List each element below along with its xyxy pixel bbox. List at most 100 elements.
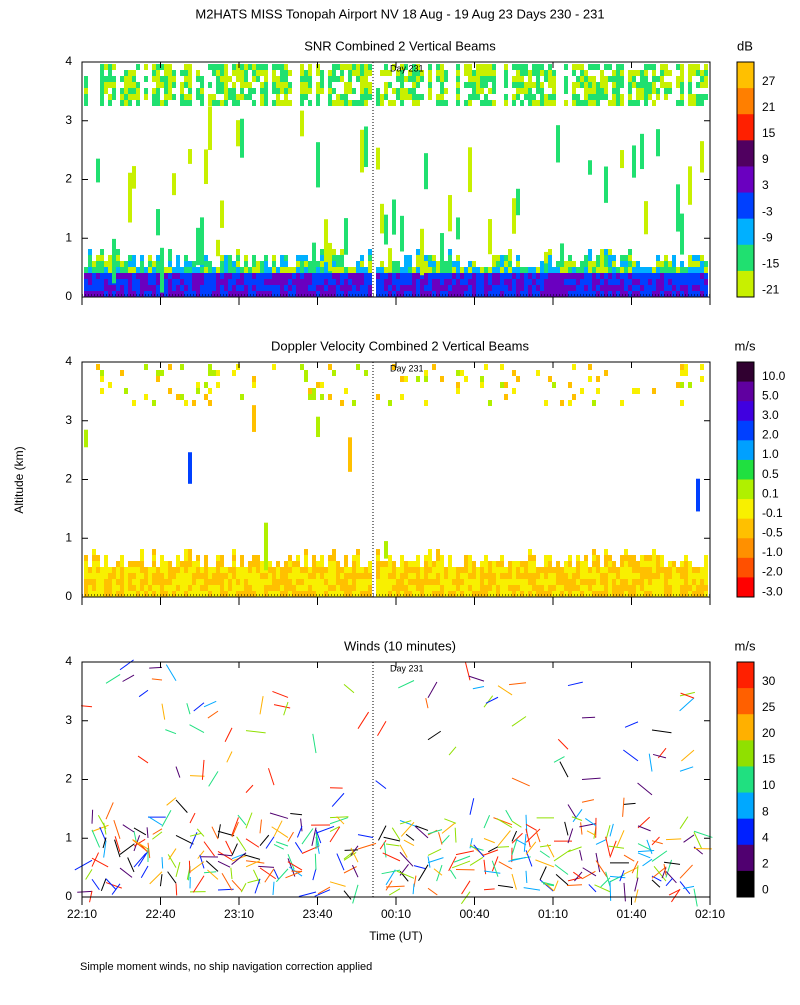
- field-cell: [592, 555, 596, 561]
- field-cell: [360, 585, 364, 591]
- field-cell: [220, 88, 224, 94]
- field-cell: [688, 88, 692, 94]
- wind-barb: [92, 810, 93, 824]
- field-cell: [652, 573, 656, 579]
- wind-barb: [160, 874, 162, 886]
- field-cell: [228, 255, 232, 261]
- field-cell: [284, 285, 288, 291]
- field-cell: [420, 573, 424, 579]
- field-cell: [576, 279, 580, 285]
- colorbar-label: 30: [762, 674, 776, 688]
- panel-title: SNR Combined 2 Vertical Beams: [304, 38, 496, 53]
- colorbar-swatch: [737, 460, 754, 480]
- field-cell: [304, 255, 308, 261]
- field-cell: [588, 100, 592, 106]
- field-cell: [164, 579, 168, 585]
- colorbar-swatch: [737, 382, 754, 402]
- field-cell: [140, 567, 144, 573]
- field-cell: [324, 591, 328, 597]
- field-cell: [252, 267, 256, 273]
- field-cell: [608, 255, 612, 261]
- field-cell: [304, 567, 308, 573]
- field-cell: [604, 561, 608, 567]
- field-cell: [688, 70, 692, 76]
- field-cell: [292, 279, 296, 285]
- field-cell: [220, 70, 224, 76]
- field-cell: [456, 261, 460, 267]
- field-cell: [212, 64, 216, 70]
- field-cell: [412, 567, 416, 573]
- field-cell: [424, 400, 428, 406]
- field-cell: [316, 261, 320, 267]
- field-cell: [604, 291, 608, 297]
- field-cell: [468, 561, 472, 567]
- field-cell: [440, 279, 444, 285]
- wind-barb: [666, 878, 673, 886]
- wind-barb: [694, 832, 702, 848]
- field-cell: [584, 561, 588, 567]
- field-cell: [108, 567, 112, 573]
- field-cell: [440, 555, 444, 561]
- field-cell: [532, 64, 536, 70]
- field-cell: [560, 279, 564, 285]
- field-cell: [668, 291, 672, 297]
- field-cell: [464, 591, 468, 597]
- field-cell: [564, 261, 568, 267]
- field-cell: [244, 255, 248, 261]
- field-cell: [704, 567, 708, 573]
- field-cell: [148, 573, 152, 579]
- field-cell: [660, 567, 664, 573]
- field-cell: [260, 82, 264, 88]
- field-cell: [252, 100, 256, 106]
- field-cell: [200, 579, 204, 585]
- field-cell: [272, 70, 276, 76]
- field-cell: [128, 591, 132, 597]
- field-cell: [224, 279, 228, 285]
- field-cell: [588, 585, 592, 591]
- field-cell: [504, 285, 508, 291]
- field-cell: [308, 585, 312, 591]
- field-cell: [216, 591, 220, 597]
- field-cell: [628, 291, 632, 297]
- field-cell: [320, 70, 324, 76]
- field-cell: [212, 100, 216, 106]
- field-cell: [260, 591, 264, 597]
- field-cell: [284, 591, 288, 597]
- field-cell: [224, 100, 228, 106]
- field-cell: [432, 364, 436, 370]
- field-cell: [612, 88, 616, 94]
- field-cell: [344, 88, 348, 94]
- field-cell: [524, 573, 528, 579]
- field-cell: [284, 88, 288, 94]
- field-cell: [100, 267, 104, 273]
- field-cell: [208, 106, 212, 150]
- field-cell: [632, 567, 636, 573]
- wind-barb: [190, 725, 204, 733]
- field-cell: [460, 370, 464, 376]
- field-cell: [280, 255, 284, 261]
- field-cell: [608, 267, 612, 273]
- field-cell: [500, 567, 504, 573]
- field-cell: [128, 279, 132, 285]
- field-cell: [480, 561, 484, 567]
- field-cell: [152, 591, 156, 597]
- field-cell: [408, 591, 412, 597]
- field-cell: [108, 267, 112, 273]
- x-tick-label: 22:40: [145, 907, 175, 921]
- field-cell: [676, 279, 680, 285]
- field-cell: [704, 579, 708, 585]
- field-cell: [620, 255, 624, 261]
- field-cell: [180, 267, 184, 273]
- field-cell: [548, 267, 552, 273]
- wind-barb: [162, 857, 163, 868]
- field-cell: [312, 555, 316, 561]
- colorbar-swatch: [737, 421, 754, 441]
- field-cell: [636, 291, 640, 297]
- field-cell: [236, 567, 240, 573]
- field-cell: [260, 100, 264, 106]
- field-cell: [432, 273, 436, 279]
- y-tick-label: 3: [65, 113, 72, 127]
- wind-barb: [147, 827, 148, 838]
- field-cell: [680, 400, 684, 406]
- field-cell: [280, 267, 284, 273]
